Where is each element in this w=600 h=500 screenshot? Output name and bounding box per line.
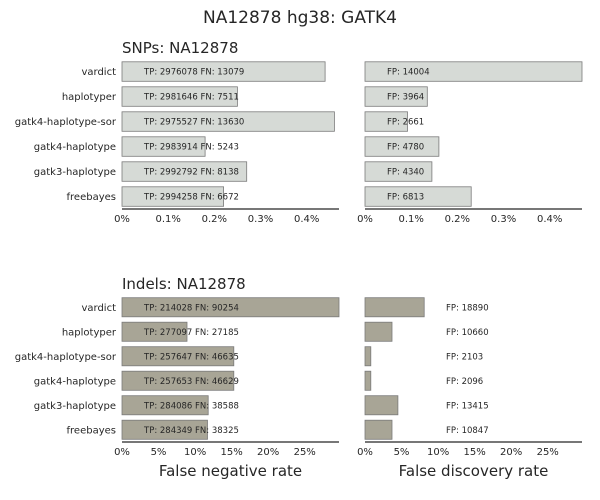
indel_fnr-tick-label-0: 0% [114, 447, 130, 458]
figure-title: NA12878 hg38: GATK4 [203, 8, 397, 28]
indel_fnr-category-label-0: vardict [81, 303, 116, 314]
snp_fnr-bar-label-2: TP: 2975527 FN: 13630 [143, 118, 244, 128]
snp_fdr-bar-label-4: FP: 4340 [387, 168, 424, 178]
indel_fdr-tick-label-3: 15% [463, 447, 485, 458]
snp_fnr-bar-label-4: TP: 2992792 FN: 8138 [143, 168, 239, 178]
indel_fdr-tick-label-4: 20% [500, 447, 522, 458]
snp_fnr-category-label-4: gatk3-haplotype [34, 167, 116, 178]
snp_fnr-bar-label-5: TP: 2994258 FN: 6672 [143, 193, 239, 203]
snp_fdr-bar-2 [364, 111, 408, 132]
indel-panel-title: Indels: NA12878 [122, 275, 246, 293]
snp_fnr-category-label-0: vardict [81, 67, 116, 78]
snp_fdr-bar-1 [364, 86, 428, 107]
snp_fdr-tick-label-1: 0.1% [398, 214, 423, 225]
indel_fdr-bar-label-4: FP: 13415 [446, 401, 489, 411]
indel_fdr-bar-3 [364, 370, 372, 391]
indel_fnr-bar-0 [121, 297, 340, 318]
snp_fnr-tick-label-2: 0.2% [202, 214, 227, 225]
indel_fnr-bar-3 [121, 370, 235, 391]
snp_fnr-bar-label-1: TP: 2981646 FN: 7511 [143, 93, 239, 103]
indel_fnr-bar-label-4: TP: 284086 FN: 38588 [143, 401, 239, 411]
indel_fdr-tick-label-5: 25% [537, 447, 559, 458]
indel_fdr-tick-label-0: 0% [357, 447, 373, 458]
snp_fdr-tick-label-3: 0.3% [491, 214, 516, 225]
indel_fnr-bar-label-2: TP: 257647 FN: 46635 [143, 352, 239, 362]
indel_fnr-bar-5 [121, 419, 208, 440]
snp_fdr-bar-label-2: FP: 2661 [387, 118, 424, 128]
snp_fnr-bar-5 [121, 186, 224, 207]
snp_fdr-bar-3 [364, 136, 440, 157]
snp_fdr-tick-label-0: 0% [357, 214, 373, 225]
indel_fnr-category-label-4: gatk3-haplotype [34, 401, 116, 412]
indel_fdr-bar-0 [364, 297, 425, 318]
snp_fnr-tick-label-4: 0.4% [294, 214, 319, 225]
snp_fdr-bar-4 [364, 161, 433, 182]
indel_fnr-category-label-2: gatk4-haplotype-sor [15, 352, 117, 363]
snp_fnr-bar-3 [121, 136, 206, 157]
indel_fdr-bar-2 [364, 346, 372, 367]
indel_fnr-category-label-5: freebayes [67, 425, 116, 436]
snp_fnr-category-label-1: haplotyper [62, 92, 117, 103]
indel_fdr-bar-5 [364, 419, 393, 440]
indel_fdr-bar-4 [364, 395, 399, 416]
indel_fdr-bar-label-3: FP: 2096 [446, 377, 483, 387]
indel_fnr-bar-label-0: TP: 214028 FN: 90254 [143, 303, 239, 313]
snp_fdr-bar-label-0: FP: 14004 [387, 68, 430, 78]
indel_fnr-category-label-3: gatk4-haplotype [34, 376, 116, 387]
snp-panel-title: SNPs: NA12878 [122, 39, 239, 57]
indel_fnr-category-label-1: haplotyper [62, 327, 117, 338]
indel_fdr-bar-label-2: FP: 2103 [446, 352, 483, 362]
x-axis-label-fdr: False discovery rate [398, 462, 549, 480]
indel_fnr-tick-label-1: 5% [151, 447, 167, 458]
indel_fdr-tick-label-2: 10% [427, 447, 449, 458]
indel_fdr-tick-label-1: 5% [394, 447, 410, 458]
indel_fnr-bar-label-3: TP: 257653 FN: 46629 [143, 377, 239, 387]
x-axis-label-fnr: False negative rate [158, 462, 303, 480]
snp_fnr-bar-4 [121, 161, 248, 182]
snp_fnr-tick-label-3: 0.3% [248, 214, 273, 225]
indel_fnr-tick-label-2: 10% [184, 447, 206, 458]
indel_fdr-bar-label-1: FP: 10660 [446, 328, 489, 338]
snp_fnr-bar-2 [121, 111, 335, 132]
snp_fdr-bar-0 [364, 61, 583, 82]
snp_fnr-bar-1 [121, 86, 238, 107]
snp_fdr-tick-label-2: 0.2% [445, 214, 470, 225]
indel_fdr-bar-label-5: FP: 10847 [446, 426, 489, 436]
snp_fnr-tick-label-1: 0.1% [155, 214, 180, 225]
indel_fnr-bar-2 [121, 346, 235, 367]
indel_fnr-tick-label-4: 20% [257, 447, 279, 458]
snp_fnr-category-label-5: freebayes [67, 192, 116, 203]
snp_fnr-bar-0 [121, 61, 326, 82]
indel_fnr-tick-label-3: 15% [220, 447, 242, 458]
indel_fnr-bar-label-5: TP: 284349 FN: 38325 [143, 426, 239, 436]
snp_fdr-bar-5 [364, 186, 472, 207]
indel_fdr-bar-1 [364, 321, 393, 342]
indel_fnr-bar-label-1: TP: 277097 FN: 27185 [143, 328, 239, 338]
snp_fdr-bar-label-1: FP: 3964 [387, 93, 424, 103]
snp_fnr-bar-label-3: TP: 2983914 FN: 5243 [143, 143, 239, 153]
snp_fdr-bar-label-3: FP: 4780 [387, 143, 424, 153]
snp_fdr-tick-label-4: 0.4% [537, 214, 562, 225]
snp_fdr-bar-label-5: FP: 6813 [387, 193, 424, 203]
snp_fnr-bar-label-0: TP: 2976078 FN: 13079 [143, 68, 244, 78]
snp_fnr-tick-label-0: 0% [114, 214, 130, 225]
indel_fnr-bar-1 [121, 321, 188, 342]
indel_fnr-bar-4 [121, 395, 209, 416]
snp_fnr-category-label-2: gatk4-haplotype-sor [15, 117, 117, 128]
indel_fnr-tick-label-5: 25% [294, 447, 316, 458]
snp_fnr-category-label-3: gatk4-haplotype [34, 142, 116, 153]
indel_fdr-bar-label-0: FP: 18890 [446, 303, 489, 313]
